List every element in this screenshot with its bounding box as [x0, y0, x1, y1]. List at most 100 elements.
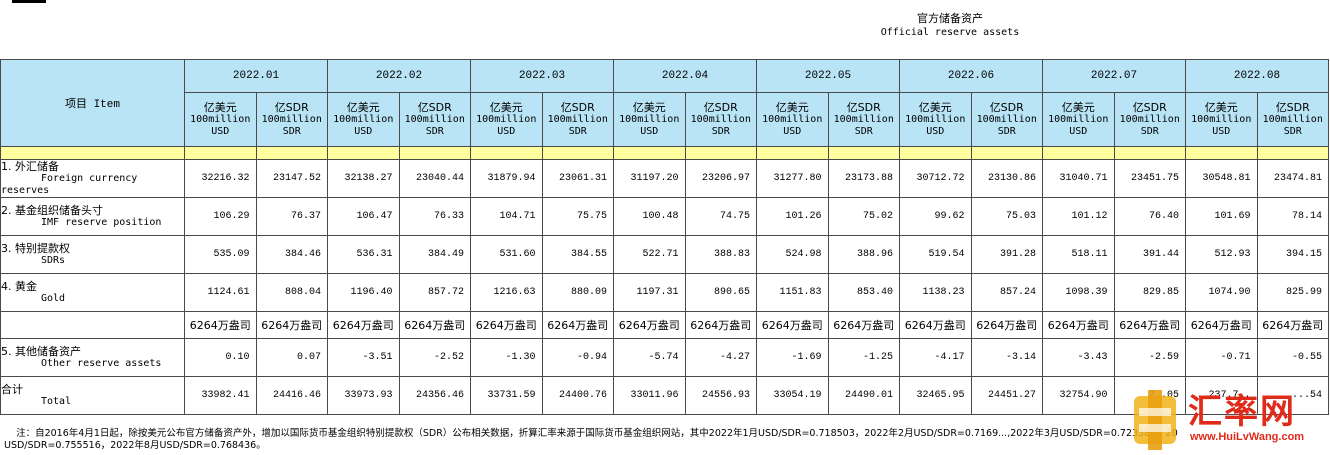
- unit-line: SDR: [568, 125, 587, 137]
- table-cell: .....54: [1256, 376, 1329, 415]
- row-label: 合计 Total: [0, 376, 185, 415]
- table-cell: 74.75: [684, 197, 757, 236]
- table-cell: -3.43: [1042, 338, 1115, 377]
- table-cell: 32138.27: [327, 159, 400, 198]
- unit-sdr-header: 亿SDR 100million SDR: [398, 92, 471, 147]
- table-cell: 76.33: [398, 197, 471, 236]
- unit-line: 亿SDR: [703, 100, 738, 114]
- table-cell: 522.71: [613, 235, 686, 274]
- band-cell: [1185, 146, 1258, 160]
- table-cell: 6264万盎司: [470, 311, 543, 339]
- table-cell: 32465.95: [899, 376, 972, 415]
- table-cell: 808.04: [255, 273, 328, 312]
- unit-line: USD: [211, 125, 230, 137]
- unit-line: 亿SDR: [1132, 100, 1167, 114]
- unit-sdr-header: 亿SDR 100million SDR: [1256, 92, 1329, 147]
- table-cell: 78.14: [1256, 197, 1329, 236]
- table-cell: 23130.86: [970, 159, 1043, 198]
- table-cell: 33011.96: [613, 376, 686, 415]
- table-cell: 31197.20: [613, 159, 686, 198]
- row-label-cn: 5. 其他储备资产: [1, 344, 81, 358]
- unit-sdr-header: 亿SDR 100million SDR: [684, 92, 757, 147]
- table-cell: 104.71: [470, 197, 543, 236]
- row-label-en: Other reserve assets: [41, 357, 162, 369]
- unit-line: USD: [926, 125, 945, 137]
- unit-line: 亿美元: [918, 100, 952, 114]
- table-cell: 31277.80: [756, 159, 829, 198]
- table-cell: 394.15: [1256, 235, 1329, 274]
- row-label-en: Foreign currency: [41, 172, 138, 184]
- unit-line: SDR: [425, 125, 444, 137]
- unit-line: USD: [1069, 125, 1088, 137]
- watermark-logo-icon: [1134, 390, 1176, 450]
- unit-line: 100million: [1119, 113, 1180, 125]
- table-cell: 23147.52: [255, 159, 328, 198]
- table-cell: 6264万盎司: [827, 311, 900, 339]
- table-cell: 384.46: [255, 235, 328, 274]
- band-cell: [684, 146, 757, 160]
- table-cell: -1.30: [470, 338, 543, 377]
- table-cell: 535.09: [184, 235, 257, 274]
- table-cell: 890.65: [684, 273, 757, 312]
- table-cell: -4.27: [684, 338, 757, 377]
- table-cell: 24356.46: [398, 376, 471, 415]
- unit-line: 亿美元: [489, 100, 523, 114]
- table-cell: 1124.61: [184, 273, 257, 312]
- table-cell: -3.51: [327, 338, 400, 377]
- table-cell: -1.25: [827, 338, 900, 377]
- month-header: 2022.04: [613, 59, 757, 93]
- table-cell: -5.74: [613, 338, 686, 377]
- band-cell: [0, 146, 185, 160]
- table-cell: 391.44: [1113, 235, 1186, 274]
- unit-line: USD: [783, 125, 802, 137]
- unit-line: 100million: [762, 113, 823, 125]
- table-cell: 857.72: [398, 273, 471, 312]
- table-cell: 101.26: [756, 197, 829, 236]
- table-cell: 24416.46: [255, 376, 328, 415]
- table-cell: 101.12: [1042, 197, 1115, 236]
- band-cell: [398, 146, 471, 160]
- table-cell: 6264万盎司: [1113, 311, 1186, 339]
- table-cell: -4.17: [899, 338, 972, 377]
- unit-line: 亿SDR: [560, 100, 595, 114]
- band-cell: [613, 146, 686, 160]
- top-edge-mark: [12, 0, 46, 3]
- table-cell: 100.48: [613, 197, 686, 236]
- unit-sdr-header: 亿SDR 100million SDR: [255, 92, 328, 147]
- unit-line: 100million: [1262, 113, 1323, 125]
- unit-line: SDR: [711, 125, 730, 137]
- unit-line: USD: [354, 125, 373, 137]
- table-cell: 853.40: [827, 273, 900, 312]
- table-cell: 101.69: [1185, 197, 1258, 236]
- table-cell: 24451.27: [970, 376, 1043, 415]
- table-cell: 23206.97: [684, 159, 757, 198]
- month-header: 2022.06: [899, 59, 1043, 93]
- item-column-header: 项目 Item: [0, 59, 185, 147]
- table-cell: 32216.32: [184, 159, 257, 198]
- unit-usd-header: 亿美元 100million USD: [184, 92, 257, 147]
- table-cell: -0.71: [1185, 338, 1258, 377]
- table-cell: 857.24: [970, 273, 1043, 312]
- table-cell: 6264万盎司: [970, 311, 1043, 339]
- table-cell: 6264万盎司: [1256, 311, 1329, 339]
- table-cell: 384.55: [541, 235, 614, 274]
- band-cell: [970, 146, 1043, 160]
- table-cell: 531.60: [470, 235, 543, 274]
- band-cell: [1042, 146, 1115, 160]
- table-heading: 官方储备资产 Official reserve assets: [880, 12, 1020, 40]
- band-cell: [827, 146, 900, 160]
- unit-line: 100million: [833, 113, 894, 125]
- unit-sdr-header: 亿SDR 100million SDR: [541, 92, 614, 147]
- table-cell: 24556.93: [684, 376, 757, 415]
- unit-line: SDR: [997, 125, 1016, 137]
- month-header: 2022.01: [184, 59, 328, 93]
- watermark: 汇率网 www.HuiLvWang.com: [1118, 384, 1330, 454]
- month-header: 2022.05: [756, 59, 900, 93]
- unit-line: SDR: [1140, 125, 1159, 137]
- table-cell: 1196.40: [327, 273, 400, 312]
- table-cell: 518.11: [1042, 235, 1115, 274]
- table-row: 2. 基金组织储备头寸 IMF reserve position 106.29 76.…: [0, 197, 1329, 236]
- unit-sdr-header: 亿SDR 100million SDR: [970, 92, 1043, 147]
- row-label-cn: 1. 外汇储备: [1, 159, 59, 173]
- unit-usd-header: 亿美元 100million USD: [327, 92, 400, 147]
